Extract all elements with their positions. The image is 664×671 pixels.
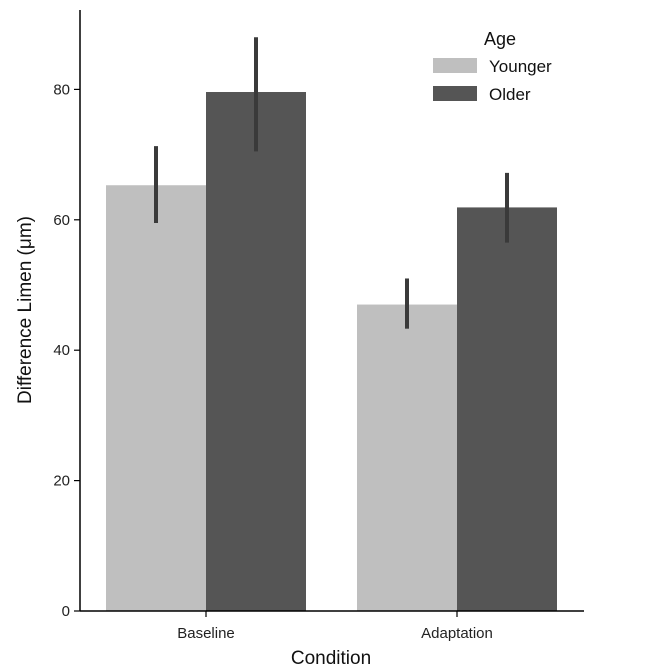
legend-label-younger: Younger xyxy=(489,57,552,76)
bars-layer xyxy=(106,92,557,612)
legend-label-older: Older xyxy=(489,85,531,104)
y-tick-label: 20 xyxy=(53,473,70,490)
bar-older-adaptation xyxy=(457,207,557,612)
x-tick-label: Adaptation xyxy=(421,625,493,642)
x-tick-label: Baseline xyxy=(177,625,235,642)
x-ticks: Baseline Adaptation xyxy=(177,611,493,642)
legend-title: Age xyxy=(484,29,516,49)
y-tick-label: 80 xyxy=(53,81,70,98)
x-axis-title: Condition xyxy=(291,648,371,669)
y-tick-label: 40 xyxy=(53,342,70,359)
bar-older-baseline xyxy=(206,92,306,612)
y-axis-title: Difference Limen (μm) xyxy=(15,216,36,404)
y-tick-label: 0 xyxy=(62,603,70,620)
legend: Age Younger Older xyxy=(433,29,552,104)
bar-younger-adaptation xyxy=(357,304,457,611)
y-ticks: 0 20 40 60 80 xyxy=(53,81,80,620)
errorbars-layer xyxy=(154,37,509,329)
legend-swatch-older xyxy=(433,86,477,101)
legend-swatch-younger xyxy=(433,58,477,73)
y-tick-label: 60 xyxy=(53,212,70,229)
bar-younger-baseline xyxy=(106,185,206,611)
